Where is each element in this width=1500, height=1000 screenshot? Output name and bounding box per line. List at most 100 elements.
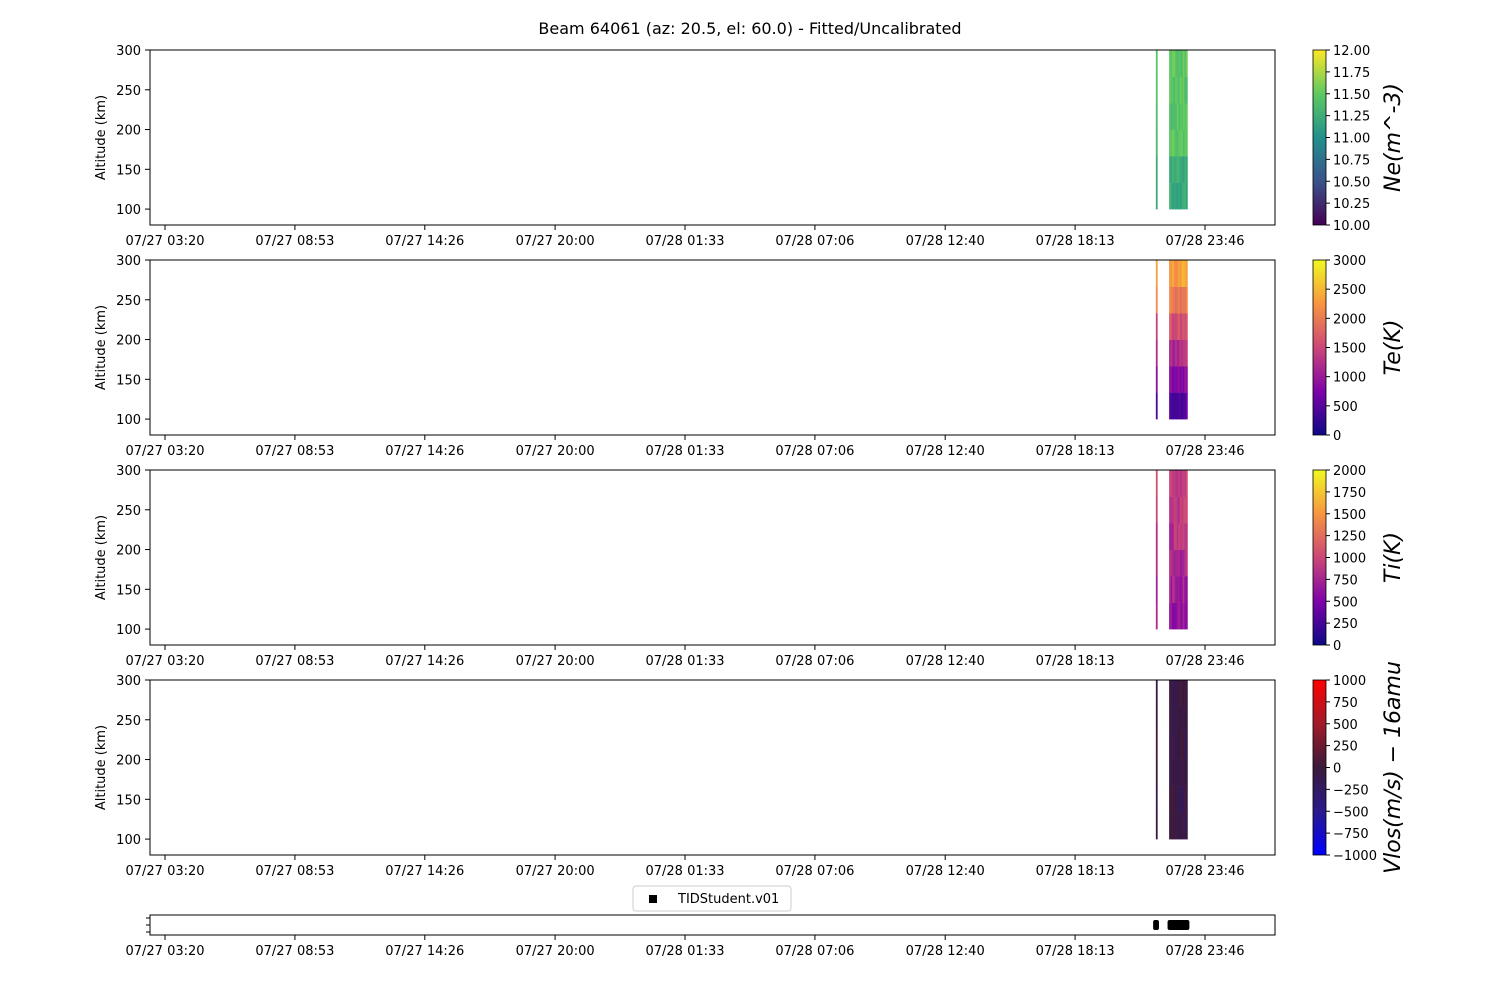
heatmap-cell — [1176, 733, 1179, 760]
colorbar-tick-label: 2000 — [1333, 312, 1366, 327]
heatmap-cell — [1173, 680, 1176, 707]
heatmap-cell — [1155, 786, 1158, 813]
colorbar-tick-label: 1000 — [1333, 371, 1366, 386]
heatmap-cell — [1155, 313, 1158, 340]
heatmap-cell — [1173, 286, 1176, 314]
heatmap-cell — [1179, 733, 1182, 760]
colorbar-label: Vlos(m/s) − 16amu — [1381, 661, 1406, 874]
heatmap-cell — [1182, 392, 1185, 420]
heatmap-cell — [1178, 576, 1181, 603]
colorbar-tick-label: −1000 — [1333, 849, 1377, 864]
heatmap-cell — [1185, 602, 1188, 630]
heatmap-cell — [1173, 129, 1176, 157]
heatmap-cell — [1184, 602, 1187, 630]
heatmap-cell — [1178, 470, 1181, 497]
x-tick-label: 07/28 12:40 — [906, 944, 985, 959]
heatmap-cell — [1178, 706, 1181, 734]
x-tick-label: 07/27 08:53 — [255, 444, 334, 459]
heatmap-cell — [1179, 470, 1182, 497]
heatmap-cell — [1170, 786, 1173, 813]
axes-frame — [149, 679, 1276, 856]
heatmap-cell — [1173, 576, 1176, 603]
heatmap-cell — [1169, 470, 1171, 497]
heatmap-cell — [1169, 129, 1171, 157]
heatmap-cell — [1170, 706, 1173, 734]
heatmap-cell — [1185, 496, 1188, 524]
heatmap-cell — [1182, 50, 1185, 77]
x-tick-label: 07/28 18:13 — [1036, 444, 1115, 459]
heatmap-cell — [1169, 523, 1171, 550]
heatmap-cell — [1178, 602, 1181, 630]
heatmap-cell — [1155, 103, 1158, 130]
x-tick-label: 07/27 14:26 — [385, 654, 464, 669]
heatmap-cell — [1175, 523, 1178, 550]
heatmap-cell — [1176, 549, 1179, 577]
heatmap-cell — [1184, 680, 1187, 707]
panels: 100 150 200 250 300 Altitude (km) 10.00 10.25 10… — [94, 44, 1406, 959]
heatmap-cell — [1176, 759, 1179, 787]
heatmap-cell — [1170, 313, 1173, 340]
x-tick-label: 07/27 14:26 — [385, 234, 464, 249]
heatmap-cell — [1184, 392, 1187, 420]
heatmap-cell — [1181, 392, 1184, 420]
x-tick-label: 07/28 23:46 — [1165, 864, 1244, 879]
heatmap-cell — [1170, 496, 1173, 524]
heatmap-cell — [1185, 523, 1188, 550]
heatmap-cell — [1178, 812, 1181, 840]
heatmap-cell — [1182, 156, 1185, 183]
heatmap-cell — [1178, 182, 1181, 210]
heatmap-cell — [1182, 549, 1185, 577]
heatmap-cell — [1173, 103, 1176, 130]
heatmap-cell — [1185, 812, 1188, 840]
heatmap-cell — [1172, 260, 1174, 287]
heatmap-cell — [1181, 812, 1184, 840]
heatmap-cell — [1178, 313, 1181, 340]
heatmap-cell — [1173, 50, 1176, 77]
axes-frame — [149, 914, 1276, 936]
colorbar-tick-label: 500 — [1333, 595, 1358, 610]
heatmap-cell — [1176, 50, 1179, 77]
heatmap-cell — [1185, 706, 1188, 734]
heatmap-cell — [1169, 602, 1171, 630]
heatmap-cell — [1185, 392, 1188, 420]
heatmap-cell — [1182, 680, 1185, 707]
heatmap-cell — [1169, 576, 1171, 603]
heatmap-cell — [1172, 286, 1174, 314]
heatmap-cell — [1170, 549, 1173, 577]
x-tick-label: 07/28 18:13 — [1036, 234, 1115, 249]
heatmap-cell — [1175, 680, 1178, 707]
heatmap-cell — [1169, 50, 1171, 77]
heatmap-cell — [1185, 182, 1188, 210]
x-tick-label: 07/28 01:33 — [645, 234, 724, 249]
heatmap-cell — [1182, 313, 1185, 340]
heatmap-cell — [1184, 182, 1187, 210]
heatmap-cell — [1181, 523, 1184, 550]
heatmap-cell — [1179, 576, 1182, 603]
heatmap-cell — [1175, 260, 1178, 287]
heatmap-cell — [1155, 470, 1158, 497]
heatmap-cell — [1181, 602, 1184, 630]
heatmap-cell — [1185, 470, 1188, 497]
heatmap-cell — [1172, 496, 1174, 524]
heatmap-cell — [1181, 286, 1184, 314]
heatmap-cell — [1175, 470, 1178, 497]
availability-mark — [1167, 920, 1190, 930]
heatmap-cell — [1179, 523, 1182, 550]
colorbar-tick-label: 500 — [1333, 718, 1358, 733]
colorbar-tick-label: 10.00 — [1333, 219, 1370, 234]
heatmap-cell — [1185, 733, 1188, 760]
heatmap-cell — [1181, 549, 1184, 577]
colorbar-tick-label: 1500 — [1333, 508, 1366, 523]
heatmap-cell — [1179, 286, 1182, 314]
heatmap-cell — [1175, 549, 1178, 577]
heatmap-cell — [1181, 733, 1184, 760]
heatmap-cell — [1178, 392, 1181, 420]
heatmap-cell — [1185, 76, 1188, 104]
heatmap-cell — [1176, 103, 1179, 130]
heatmap-cell — [1170, 366, 1173, 393]
heatmap-cell — [1172, 523, 1174, 550]
colorbar-tick-label: 750 — [1333, 573, 1358, 588]
heatmap-cell — [1181, 786, 1184, 813]
heatmap-cell — [1175, 812, 1178, 840]
heatmap-cell — [1172, 313, 1174, 340]
